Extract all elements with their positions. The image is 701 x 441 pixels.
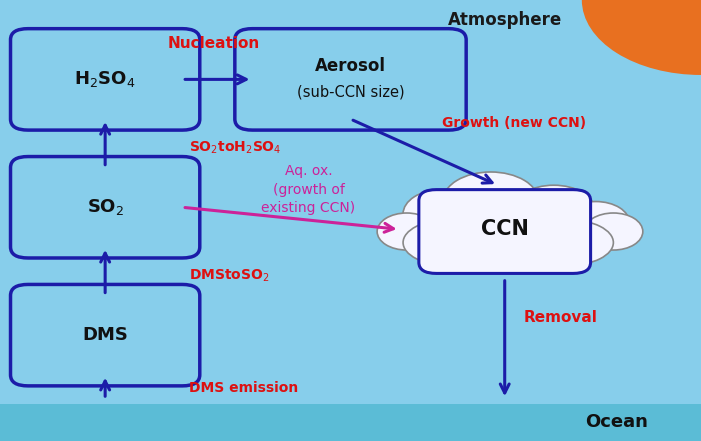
Text: Growth (new CCN): Growth (new CCN) [442,116,586,131]
Ellipse shape [443,172,538,229]
Text: DMS emission: DMS emission [189,381,299,395]
Text: Aq. ox.
(growth of
existing CCN): Aq. ox. (growth of existing CCN) [261,164,355,215]
Text: Aerosol: Aerosol [315,57,386,75]
Text: H$_2$SO$_4$: H$_2$SO$_4$ [74,69,136,90]
Ellipse shape [403,190,480,238]
FancyBboxPatch shape [11,29,200,130]
Text: Removal: Removal [524,310,598,325]
FancyBboxPatch shape [418,190,590,273]
Bar [0,404,701,441]
Ellipse shape [403,220,494,265]
Text: CCN: CCN [481,219,529,239]
Ellipse shape [522,220,613,265]
FancyBboxPatch shape [11,157,200,258]
Text: (sub-CCN size): (sub-CCN size) [297,84,404,99]
Ellipse shape [454,224,555,270]
Circle shape [582,0,701,75]
Ellipse shape [513,185,594,234]
Text: DMStoSO$_2$: DMStoSO$_2$ [189,267,270,284]
Text: SO$_2$: SO$_2$ [86,197,124,217]
Ellipse shape [377,213,436,250]
Ellipse shape [562,202,629,244]
FancyBboxPatch shape [235,29,466,130]
Text: Atmosphere: Atmosphere [448,11,562,29]
Ellipse shape [584,213,643,250]
Text: SO$_2$toH$_2$SO$_4$: SO$_2$toH$_2$SO$_4$ [189,139,282,156]
FancyBboxPatch shape [11,284,200,386]
Text: Ocean: Ocean [585,414,648,431]
Text: DMS: DMS [82,326,128,344]
Text: Nucleation: Nucleation [168,36,260,51]
